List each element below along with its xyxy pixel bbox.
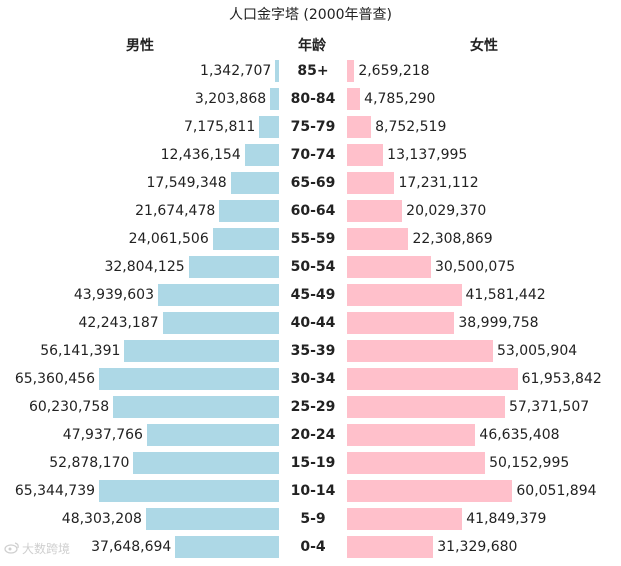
male-value-label: 3,203,868: [194, 91, 267, 107]
age-group-label: 50-54: [290, 259, 336, 275]
age-group-label: 35-39: [290, 343, 336, 359]
female-value-label: 22,308,869: [412, 231, 493, 247]
age-group-label: 85+: [297, 63, 329, 79]
female-bar: [347, 228, 409, 250]
male-bar: [162, 312, 279, 334]
male-bar: [188, 256, 279, 278]
age-group-label: 40-44: [290, 315, 336, 331]
female-bar: [347, 88, 361, 110]
male-value-label: 24,061,506: [128, 231, 209, 247]
female-value-label: 2,659,218: [358, 63, 430, 79]
female-value-label: 38,999,758: [458, 315, 539, 331]
female-value-label: 4,785,290: [364, 91, 436, 107]
female-value-label: 13,137,995: [387, 147, 468, 163]
male-value-label: 65,344,739: [14, 483, 96, 499]
female-value-label: 30,500,075: [434, 259, 516, 275]
female-bar: [347, 452, 486, 474]
male-value-label: 56,141,391: [40, 343, 121, 359]
age-group-label: 70-74: [290, 147, 336, 163]
female-value-label: 61,953,842: [521, 371, 602, 387]
male-bar: [219, 200, 279, 222]
male-column-header: 男性: [126, 38, 154, 54]
female-bar: [347, 424, 476, 446]
female-bar: [347, 144, 384, 166]
male-bar: [259, 116, 279, 138]
female-value-label: 46,635,408: [479, 427, 560, 443]
male-bar: [146, 424, 279, 446]
male-bar: [230, 172, 279, 194]
male-bar: [145, 508, 279, 530]
male-value-label: 42,243,187: [78, 315, 159, 331]
male-bar: [157, 284, 279, 306]
female-value-label: 8,752,519: [375, 119, 447, 135]
female-bar: [347, 60, 355, 82]
female-value-label: 41,581,442: [465, 287, 546, 303]
age-group-label: 55-59: [290, 231, 336, 247]
female-bar: [347, 200, 403, 222]
male-bar: [113, 396, 279, 418]
male-bar: [99, 480, 279, 502]
male-bar: [244, 144, 279, 166]
male-value-label: 65,360,456: [14, 371, 95, 387]
female-value-label: 57,371,507: [508, 399, 590, 415]
age-group-label: 20-24: [290, 427, 336, 443]
chart-title: 人口金字塔 (2000年普查): [228, 7, 392, 23]
female-bar: [347, 368, 518, 390]
male-bar: [212, 228, 279, 250]
male-bar: [275, 60, 279, 82]
female-bar: [347, 284, 462, 306]
female-bar: [347, 172, 395, 194]
age-group-label: 10-14: [290, 483, 336, 499]
female-bar: [347, 116, 372, 138]
female-bar: [347, 312, 455, 334]
male-bar: [133, 452, 279, 474]
age-group-label: 0-4: [300, 539, 326, 555]
age-group-label: 65-69: [290, 175, 336, 191]
male-bar: [175, 536, 279, 558]
female-column-header: 女性: [470, 38, 498, 54]
male-value-label: 17,549,348: [146, 175, 227, 191]
male-value-label: 52,878,170: [49, 455, 130, 471]
female-value-label: 20,029,370: [406, 203, 487, 219]
female-bar: [347, 340, 493, 362]
age-group-label: 25-29: [290, 399, 336, 415]
age-group-label: 80-84: [290, 91, 336, 107]
male-value-label: 32,804,125: [104, 259, 185, 275]
female-bar: [347, 396, 505, 418]
female-bar: [347, 256, 431, 278]
age-group-label: 45-49: [290, 287, 336, 303]
female-value-label: 31,329,680: [437, 539, 518, 555]
female-value-label: 50,152,995: [489, 455, 570, 471]
watermark-logo-icon: [4, 542, 19, 554]
female-value-label: 17,231,112: [398, 175, 479, 191]
female-bar: [347, 480, 513, 502]
watermark-text: 大数跨境: [22, 542, 71, 556]
age-column-header: 年龄: [298, 38, 326, 54]
female-bar: [347, 536, 434, 558]
age-group-label: 15-19: [290, 455, 336, 471]
male-bar: [270, 88, 279, 110]
age-group-label: 75-79: [290, 119, 336, 135]
male-value-label: 43,939,603: [73, 287, 154, 303]
female-bar: [347, 508, 463, 530]
age-group-label: 5-9: [300, 511, 326, 527]
male-bar: [99, 368, 279, 390]
watermark: 大数跨境: [4, 540, 70, 557]
age-group-label: 30-34: [290, 371, 336, 387]
male-value-label: 37,648,694: [91, 539, 172, 555]
female-value-label: 41,849,379: [466, 511, 547, 527]
male-bar: [124, 340, 279, 362]
male-value-label: 7,175,811: [183, 119, 256, 135]
male-value-label: 60,230,758: [28, 399, 110, 415]
male-value-label: 12,436,154: [160, 147, 241, 163]
male-value-label: 21,674,478: [135, 203, 216, 219]
female-value-label: 53,005,904: [496, 343, 578, 359]
age-group-label: 60-64: [290, 203, 336, 219]
male-value-label: 47,937,766: [62, 427, 143, 443]
female-value-label: 60,051,894: [516, 483, 597, 499]
male-value-label: 1,342,707: [200, 63, 272, 79]
male-value-label: 48,303,208: [61, 511, 142, 527]
